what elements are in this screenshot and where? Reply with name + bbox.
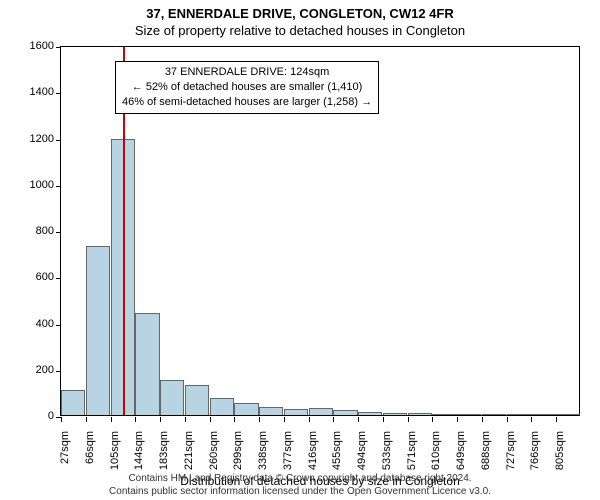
- y-tick-label: 200: [14, 364, 54, 376]
- histogram-bar: [309, 408, 333, 415]
- y-tick-label: 800: [14, 225, 54, 237]
- histogram-bar: [531, 414, 555, 415]
- y-tick-label: 1600: [14, 40, 54, 52]
- title-block: 37, ENNERDALE DRIVE, CONGLETON, CW12 4FR…: [0, 0, 600, 38]
- histogram-chart: Number of detached properties 27sqm66sqm…: [60, 46, 580, 416]
- footer-line-2: Contains public sector information licen…: [109, 486, 491, 497]
- histogram-bar: [135, 313, 159, 415]
- histogram-bar: [383, 413, 407, 415]
- y-tick-label: 1000: [14, 179, 54, 191]
- annotation-box: 37 ENNERDALE DRIVE: 124sqm← 52% of detac…: [115, 61, 379, 114]
- histogram-bar: [482, 414, 506, 415]
- page-title: 37, ENNERDALE DRIVE, CONGLETON, CW12 4FR: [0, 6, 600, 21]
- y-tick-label: 600: [14, 271, 54, 283]
- plot-area: 27sqm66sqm105sqm144sqm183sqm221sqm260sqm…: [60, 46, 580, 416]
- histogram-bar: [507, 414, 531, 415]
- histogram-bar: [61, 390, 85, 415]
- histogram-bar: [408, 413, 432, 415]
- histogram-bar: [432, 414, 456, 415]
- histogram-bar: [358, 412, 382, 415]
- histogram-bar: [234, 403, 258, 415]
- histogram-bar: [457, 414, 481, 415]
- y-tick-label: 1200: [14, 133, 54, 145]
- histogram-bar: [556, 414, 580, 415]
- annotation-line: 37 ENNERDALE DRIVE: 124sqm: [122, 65, 372, 80]
- annotation-line: 46% of semi-detached houses are larger (…: [122, 95, 372, 110]
- annotation-line: ← 52% of detached houses are smaller (1,…: [122, 80, 372, 95]
- histogram-bar: [185, 385, 209, 415]
- footer-line-1: Contains HM Land Registry data © Crown c…: [128, 473, 471, 484]
- histogram-bar: [333, 410, 357, 415]
- attribution-footer: Contains HM Land Registry data © Crown c…: [0, 473, 600, 498]
- y-tick-label: 1400: [14, 86, 54, 98]
- histogram-bar: [284, 409, 308, 415]
- page-subtitle: Size of property relative to detached ho…: [0, 23, 600, 38]
- histogram-bar: [210, 398, 234, 415]
- y-tick-label: 0: [14, 410, 54, 422]
- histogram-bar: [160, 380, 184, 415]
- histogram-bar: [86, 246, 110, 415]
- histogram-bar: [259, 407, 283, 415]
- y-tick-label: 400: [14, 318, 54, 330]
